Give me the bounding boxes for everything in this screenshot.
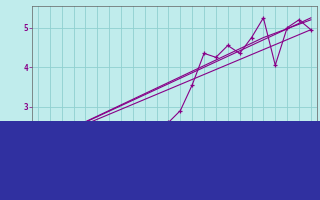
X-axis label: Windchill (Refroidissement éolien,°C): Windchill (Refroidissement éolien,°C) bbox=[89, 166, 260, 175]
